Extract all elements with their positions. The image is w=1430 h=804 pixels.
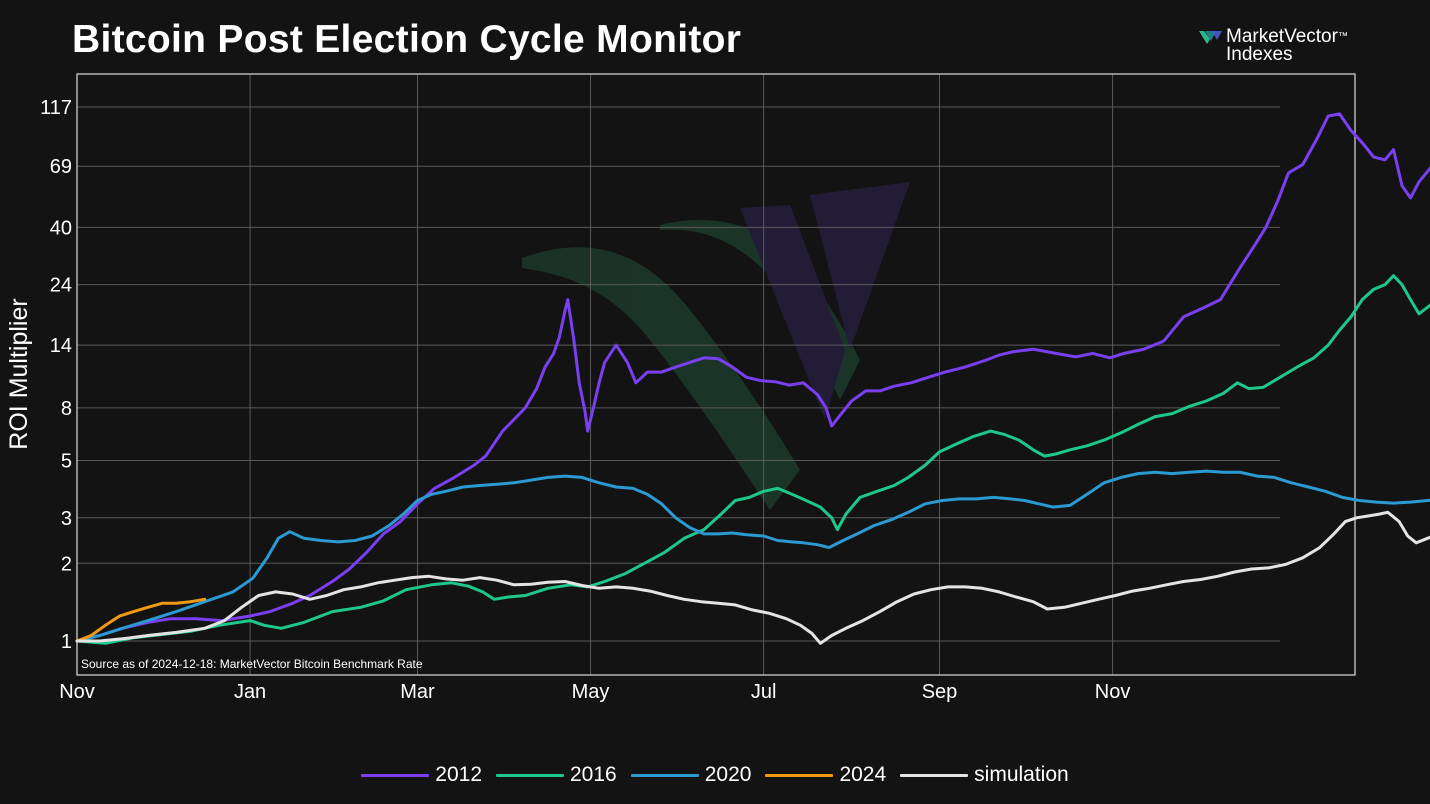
legend-swatch [630,773,699,777]
brand-name: MarketVector™ Indexes [1226,26,1348,65]
brand-line-2: Indexes [1226,44,1293,65]
series-line-simulation [75,510,1430,645]
y-tick-label: 5 [61,451,72,473]
legend-item-2012: 2012 [361,763,482,787]
chart: 1 2 3 5 8 14 24 40 69 117 Nov Jan Mar May Jul Sep Nov ROI… [5,73,1430,703]
brand-logo: MarketVector™ Indexes [1198,26,1378,72]
legend-label: 2020 [704,763,752,786]
y-tick-label: 117 [40,97,72,119]
watermark-stroke-purple-2 [810,182,910,350]
x-tick-label: Jan [234,681,266,703]
legend-swatch [765,773,834,777]
y-tick-label: 3 [61,508,72,530]
chart-legend: 2012 2016 2020 2024 simulation [0,760,1430,790]
source-note: Source as of 2024-12-18: MarketVector Bi… [81,657,423,671]
x-tick-label: Nov [59,681,95,703]
legend-label: 2012 [435,763,482,786]
y-axis-label: ROI Multiplier [5,298,33,449]
chart-title: Bitcoin Post Election Cycle Monitor [72,18,742,61]
legend-swatch [496,773,564,777]
legend-swatch [900,773,969,777]
legend-label: simulation [974,763,1069,786]
y-tick-label: 69 [50,156,72,178]
series-line-2020 [75,469,1430,643]
watermark-stroke-purple [740,205,845,420]
legend-item-2016: 2016 [496,763,617,787]
legend-swatch [361,773,430,777]
plot-frame [76,73,1356,676]
legend-item-2024: 2024 [765,763,886,787]
y-tick-label: 24 [50,275,72,297]
series-line-2024 [75,597,207,643]
y-tick-label: 14 [50,335,72,357]
x-tick-label: Jul [751,681,777,703]
legend-item-2020: 2020 [630,763,752,787]
y-tick-label: 2 [61,553,72,575]
watermark-logo-icon [522,182,910,511]
y-tick-label: 1 [61,631,72,653]
brand-trademark: ™ [1337,31,1348,42]
legend-label: 2016 [570,763,617,786]
series-line-2012 [75,112,1430,643]
legend-label: 2024 [839,763,887,786]
x-tick-label: Nov [1095,681,1131,703]
y-tick-label: 8 [61,398,72,420]
watermark-stroke-green [522,247,800,511]
x-tick-label: Mar [400,681,435,703]
x-tick-label: May [572,681,610,703]
x-tick-label: Sep [922,681,958,703]
marketvector-logo-icon [1199,31,1222,44]
series-line-2016 [75,274,1430,645]
y-tick-label: 40 [50,217,72,239]
legend-item-simulation: simulation [900,763,1069,787]
brand-line-1: MarketVector [1226,26,1338,47]
